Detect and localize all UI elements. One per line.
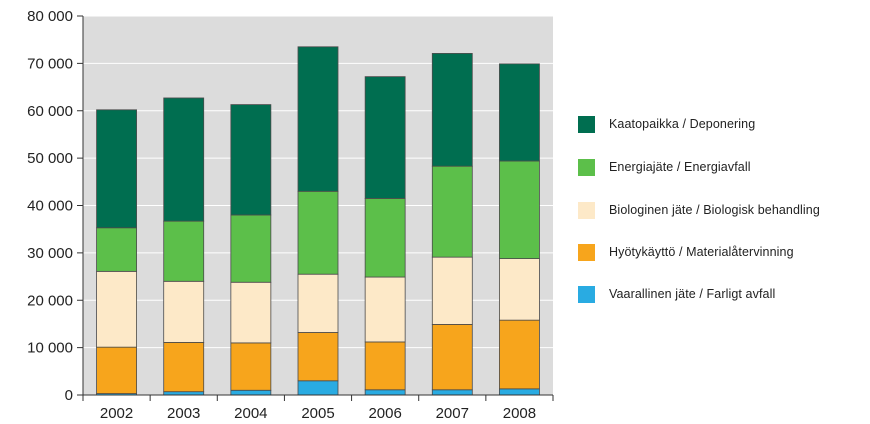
y-tick-label: 20 000: [27, 292, 73, 309]
y-tick-label: 60 000: [27, 103, 73, 120]
legend-swatch: [578, 243, 595, 261]
legend-swatch: [578, 285, 595, 303]
bar-segment: [297, 46, 339, 192]
bar-segment: [499, 258, 540, 321]
y-tick-label: 10 000: [27, 340, 73, 357]
bar-segment: [499, 388, 540, 396]
legend-item: Vaarallinen jäte / Farligt avfall: [578, 284, 775, 304]
y-tick-label: 50 000: [27, 150, 73, 167]
bar-segment: [499, 160, 540, 259]
bar-segment: [96, 227, 137, 272]
bar-segment: [96, 270, 137, 348]
bar-segment: [364, 341, 406, 391]
bar-segment: [499, 63, 540, 162]
x-axis-ticks: 2002 2003 2004 2005 2006 2007 2008: [82, 395, 554, 422]
bar-segment: [230, 214, 272, 283]
y-tick-label: 80 000: [27, 8, 73, 25]
bar-segment: [364, 197, 406, 278]
legend-item: Hyötykäyttö / Materialåtervinning: [578, 242, 794, 262]
bar-segment: [364, 389, 406, 396]
y-tick-label: 40 000: [27, 198, 73, 215]
bar-segment: [297, 273, 339, 333]
x-tick-label: 2003: [167, 405, 200, 422]
legend-label: Vaarallinen jäte / Farligt avfall: [609, 287, 776, 301]
bar-segment: [230, 342, 272, 391]
legend-item: Biologinen jäte / Biologisk behandling: [578, 200, 820, 220]
bar-segment: [230, 389, 272, 396]
bar-segment: [297, 190, 339, 275]
x-tick-label: 2007: [436, 405, 469, 422]
bars: [96, 46, 540, 396]
bar-segment: [297, 380, 339, 396]
bar-segment: [364, 276, 406, 343]
bar-segment: [163, 220, 205, 282]
legend-swatch: [578, 158, 595, 176]
y-tick-label: 0: [65, 387, 73, 404]
bar-segment: [96, 109, 137, 229]
bar-segment: [431, 389, 473, 396]
x-tick-label: 2008: [503, 405, 536, 422]
bar-segment: [297, 332, 339, 382]
legend-item: Energiajäte / Energiavfall: [578, 157, 751, 177]
legend-label: Kaatopaikka / Deponering: [609, 117, 756, 131]
bar-segment: [163, 97, 205, 222]
legend-label: Biologinen jäte / Biologisk behandling: [609, 203, 820, 217]
y-axis-ticks: 0 10 000 20 000 30 000 40 000 50 000 60 000 70 …: [27, 8, 83, 404]
y-tick-label: 70 000: [27, 55, 73, 72]
bar-segment: [364, 76, 406, 199]
legend-swatch: [578, 115, 595, 133]
bar-segment: [230, 281, 272, 344]
bar-segment: [499, 319, 540, 390]
legend-item: Kaatopaikka / Deponering: [578, 114, 755, 134]
bar-segment: [230, 104, 272, 216]
bar-segment: [163, 280, 205, 343]
bar-segment: [431, 324, 473, 391]
y-tick-label: 30 000: [27, 245, 73, 262]
bar-segment: [163, 342, 205, 393]
bar-segment: [431, 165, 473, 258]
x-tick-label: 2006: [368, 405, 401, 422]
bar-segment: [431, 256, 473, 325]
x-tick-label: 2002: [100, 405, 133, 422]
x-tick-label: 2005: [301, 405, 334, 422]
x-tick-label: 2004: [234, 405, 267, 422]
legend-swatch: [578, 201, 595, 219]
legend-label: Energiajäte / Energiavfall: [609, 160, 751, 174]
bar-segment: [431, 53, 473, 167]
bar-segment: [96, 346, 137, 394]
legend-label: Hyötykäyttö / Materialåtervinning: [609, 245, 794, 259]
